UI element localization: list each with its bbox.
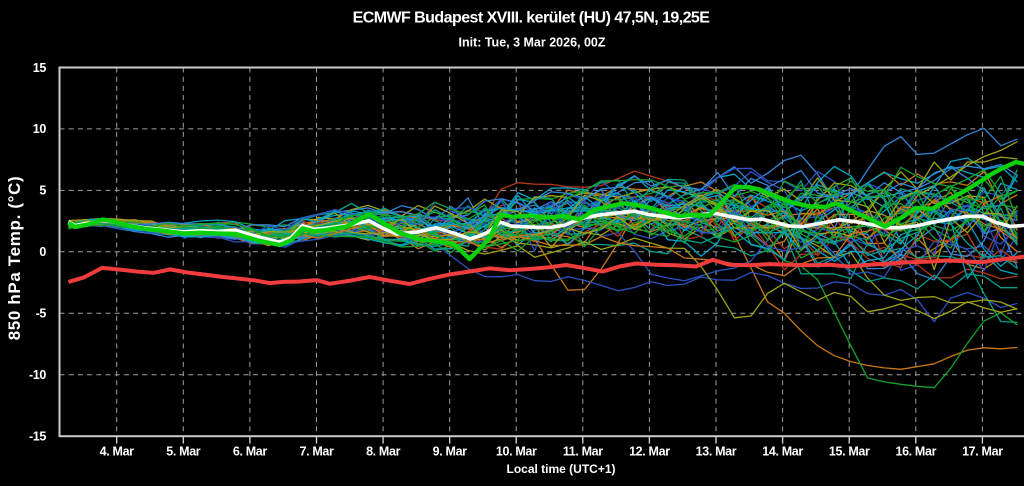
svg-text:Init: Tue, 3 Mar 2026, 00Z: Init: Tue, 3 Mar 2026, 00Z [458, 36, 605, 50]
svg-text:5. Mar: 5. Mar [166, 444, 201, 458]
svg-text:13. Mar: 13. Mar [696, 444, 737, 458]
svg-text:-15: -15 [29, 429, 46, 443]
svg-text:0: 0 [39, 245, 46, 259]
svg-text:4. Mar: 4. Mar [100, 444, 135, 458]
svg-text:14. Mar: 14. Mar [762, 444, 803, 458]
svg-text:15: 15 [33, 61, 47, 75]
svg-text:16. Mar: 16. Mar [895, 444, 936, 458]
svg-text:9. Mar: 9. Mar [433, 444, 468, 458]
svg-text:6. Mar: 6. Mar [233, 444, 268, 458]
svg-text:Local time (UTC+1): Local time (UTC+1) [506, 462, 615, 476]
svg-text:8. Mar: 8. Mar [366, 444, 401, 458]
svg-text:-5: -5 [36, 307, 47, 321]
svg-text:15. Mar: 15. Mar [829, 444, 870, 458]
svg-text:ECMWF Budapest XVIII. kerület: ECMWF Budapest XVIII. kerület (HU) 47,5N… [353, 10, 711, 27]
svg-text:5: 5 [39, 184, 46, 198]
svg-text:17. Mar: 17. Mar [962, 444, 1003, 458]
svg-text:10: 10 [33, 122, 47, 136]
svg-text:11. Mar: 11. Mar [563, 444, 603, 458]
svg-text:-10: -10 [29, 368, 46, 382]
svg-text:12. Mar: 12. Mar [629, 444, 670, 458]
svg-text:7. Mar: 7. Mar [299, 444, 334, 458]
svg-text:850 hPa Temp. (°C): 850 hPa Temp. (°C) [5, 176, 24, 341]
svg-text:10. Mar: 10. Mar [496, 444, 537, 458]
